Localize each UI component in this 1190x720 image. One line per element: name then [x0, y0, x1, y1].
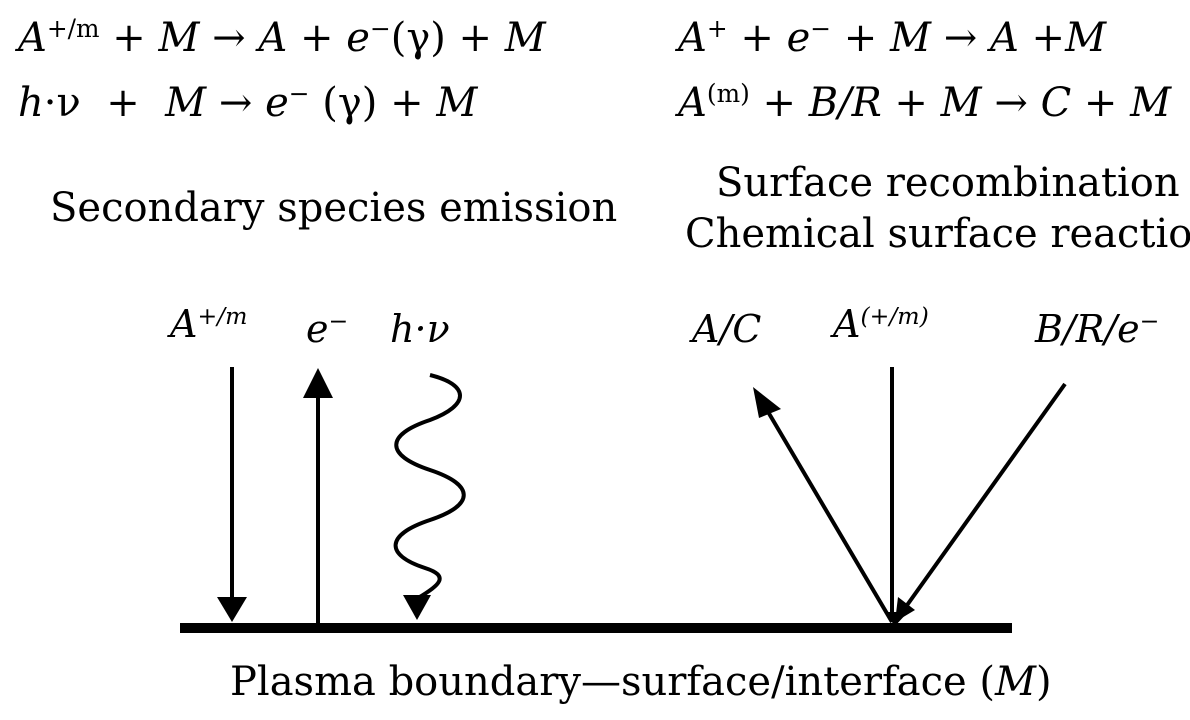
- label-reactant: B/R/e−: [1035, 307, 1160, 351]
- label-product: A/C: [692, 307, 762, 351]
- equation-chemical-reaction: A(m) + B/R + M → C + M: [678, 79, 1172, 126]
- ion-arrow: [217, 367, 247, 622]
- caption-plasma-boundary: Plasma boundary—surface/interface (M): [230, 659, 1052, 705]
- label-incoming-species: A(+/m): [833, 302, 929, 346]
- equation-ion-emission: A+/m + M → A + e−(γ) + M: [18, 14, 546, 61]
- product-arrow: [753, 387, 894, 624]
- label-photon: h·ν: [390, 307, 450, 351]
- reaction-arrow: →: [931, 15, 990, 61]
- equation-photon-emission: h·ν + M → e− (γ) + M: [18, 79, 478, 126]
- caption-chemical-reaction: Chemical surface reaction: [685, 211, 1190, 257]
- equation-recombination: A+ + e− + M → A +M: [678, 14, 1107, 61]
- reaction-arrow: →: [981, 80, 1041, 126]
- label-electron: e−: [306, 307, 349, 351]
- reaction-arrow: →: [199, 15, 259, 61]
- reactant-arrow: [884, 382, 1067, 626]
- caption-secondary-emission: Secondary species emission: [50, 185, 618, 231]
- reaction-arrow: →: [206, 80, 266, 126]
- label-ion: A+/m: [170, 302, 248, 346]
- caption-surface-recombination: Surface recombination: [716, 160, 1180, 206]
- photon-wavy-arrow: [393, 373, 466, 620]
- electron-arrow: [303, 368, 333, 625]
